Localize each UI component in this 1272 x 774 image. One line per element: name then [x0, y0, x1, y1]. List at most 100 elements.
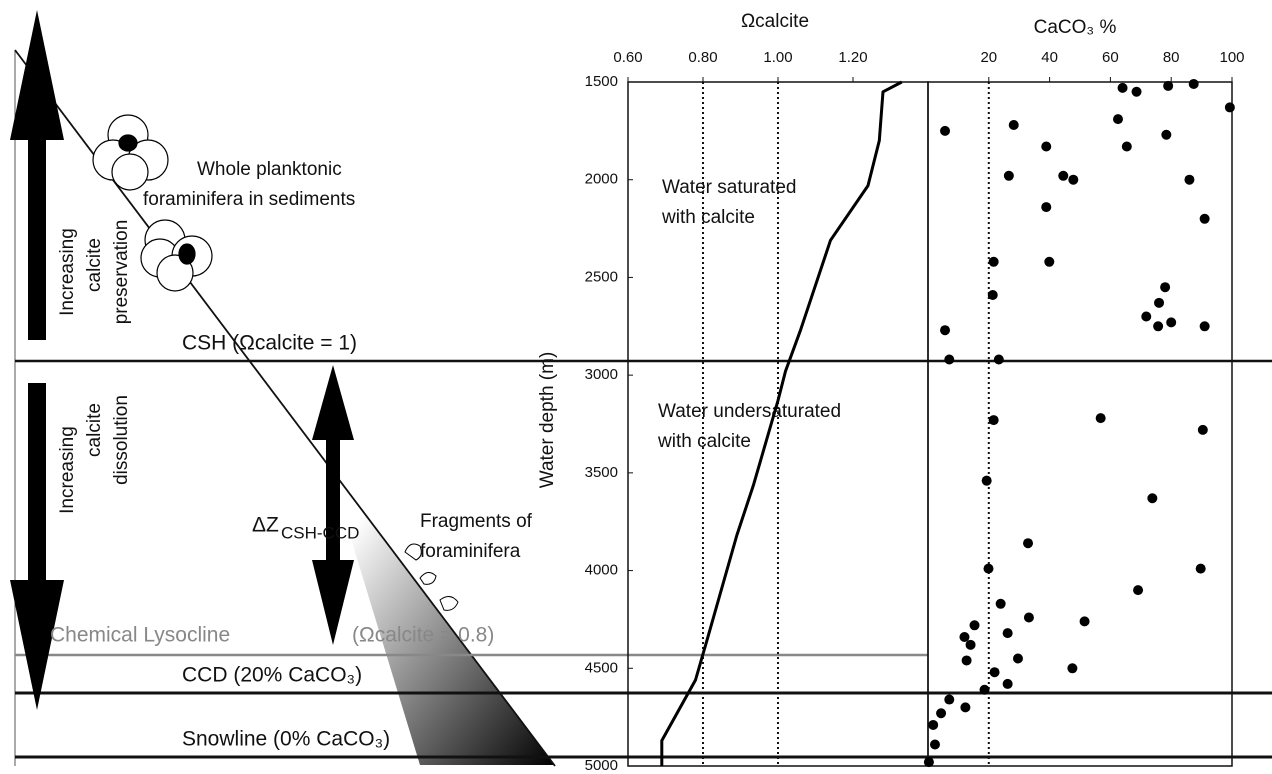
label: Fragments of — [420, 511, 533, 532]
chart-title: CaCO₃ % — [1034, 17, 1117, 38]
y-tick-label: 1500 — [585, 73, 618, 90]
point — [988, 415, 999, 426]
label: calcite — [84, 403, 105, 457]
point — [1154, 297, 1165, 308]
label: Whole planktonic — [197, 159, 342, 180]
point — [1224, 102, 1235, 113]
x-tick-label: 20 — [980, 49, 997, 66]
label: dissolution — [111, 395, 132, 485]
caco3-frame — [927, 81, 1233, 767]
point — [928, 719, 939, 730]
point — [1008, 119, 1019, 130]
point — [1068, 174, 1079, 185]
point — [960, 702, 971, 713]
point — [981, 475, 992, 486]
x-tick-label: 0.60 — [613, 49, 642, 66]
point — [1188, 78, 1199, 89]
label: CSH-CCD — [281, 523, 359, 542]
annotation: Water saturated — [662, 177, 796, 198]
point — [989, 667, 1000, 678]
point — [987, 290, 998, 301]
y-tick-label: 2500 — [585, 268, 618, 285]
label: Snowline (0% CaCO₃) — [182, 728, 390, 751]
y-tick-label: 4500 — [585, 659, 618, 676]
label: foraminifera in sediments — [143, 189, 355, 210]
point — [1199, 321, 1210, 332]
y-tick-label: 3000 — [585, 366, 618, 383]
x-tick-label: 60 — [1102, 49, 1119, 66]
point — [923, 757, 934, 768]
point — [1113, 114, 1123, 125]
label: calcite — [84, 238, 105, 292]
point — [1095, 413, 1106, 424]
point — [1023, 538, 1034, 549]
point — [983, 563, 994, 574]
omega-line — [660, 80, 903, 766]
arrow-up — [10, 10, 64, 340]
point — [1003, 170, 1014, 181]
label: Increasing — [57, 426, 78, 514]
point — [1131, 86, 1142, 97]
x-tick-label: 40 — [1041, 49, 1058, 66]
label: Increasing — [57, 228, 78, 316]
y-tick-label: 3500 — [585, 464, 618, 481]
point — [1041, 202, 1052, 213]
point — [979, 684, 990, 695]
label: foraminifera — [420, 541, 521, 562]
x-tick-label: 1.20 — [838, 49, 867, 66]
label: preservation — [111, 220, 132, 325]
point — [1067, 663, 1078, 674]
x-tick-label: 100 — [1219, 49, 1244, 66]
point — [936, 708, 947, 719]
chart-title: Ωcalcite — [741, 11, 809, 32]
label: CCD (20% CaCO₃) — [182, 664, 362, 687]
point — [944, 354, 955, 365]
point — [993, 354, 1004, 365]
label: Chemical Lysocline — [50, 624, 230, 647]
point — [1141, 311, 1152, 322]
point — [988, 256, 999, 267]
point — [961, 655, 972, 666]
x-tick-label: 80 — [1163, 49, 1180, 66]
point — [1163, 80, 1174, 91]
y-tick-label: 4000 — [585, 562, 618, 579]
point — [1117, 82, 1128, 93]
arrow-double — [312, 365, 354, 645]
y-tick-label: 2000 — [585, 171, 618, 188]
point — [940, 325, 951, 336]
point — [1147, 493, 1158, 504]
point — [1058, 170, 1069, 181]
point — [969, 620, 980, 631]
point — [1195, 563, 1206, 574]
point — [1184, 174, 1195, 185]
y-axis-label: Water depth (m) — [537, 352, 558, 489]
point — [1002, 628, 1013, 639]
label: CSH (Ωcalcite = 1) — [182, 332, 357, 355]
point — [1002, 678, 1013, 689]
arrow-down — [10, 383, 64, 710]
point — [1044, 256, 1055, 267]
foraminifera-fragments — [404, 543, 459, 611]
point — [1166, 317, 1177, 328]
point — [944, 694, 955, 705]
point — [959, 632, 970, 643]
annotation: with calcite — [661, 207, 755, 228]
point — [1079, 616, 1090, 627]
label: ΔZ — [252, 514, 279, 537]
point — [1197, 424, 1208, 435]
x-tick-label: 0.80 — [688, 49, 717, 66]
annotation: with calcite — [657, 431, 751, 452]
point — [1133, 585, 1144, 596]
x-tick-label: 1.00 — [763, 49, 792, 66]
point — [995, 598, 1006, 609]
point — [1161, 129, 1172, 140]
point — [1199, 213, 1210, 224]
point — [1153, 321, 1164, 332]
foraminifera-whole — [92, 114, 213, 292]
annotation: Water undersaturated — [658, 401, 841, 422]
point — [1160, 282, 1171, 293]
point — [965, 639, 976, 650]
y-tick-label: 5000 — [585, 757, 618, 774]
point — [929, 739, 940, 750]
